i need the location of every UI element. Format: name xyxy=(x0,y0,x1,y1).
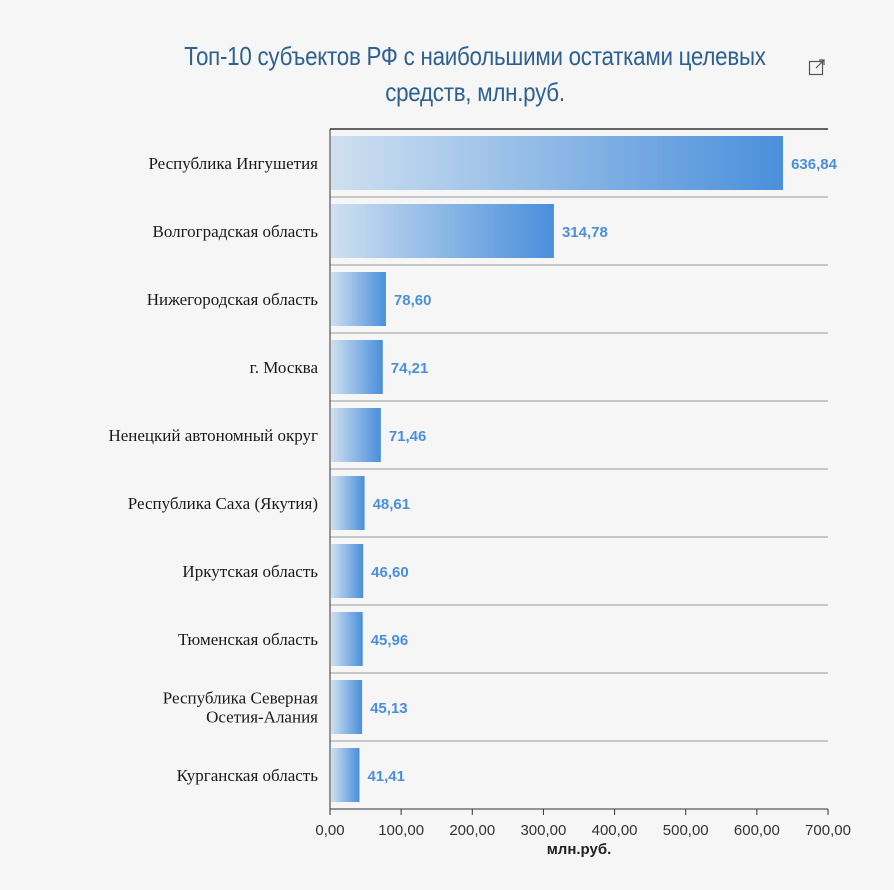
bar xyxy=(331,408,381,462)
bar xyxy=(331,204,554,258)
x-tick-label: 300,00 xyxy=(520,822,566,839)
bar xyxy=(331,136,784,190)
category-label: Волгоградская область xyxy=(153,222,319,241)
x-tick-label: 400,00 xyxy=(592,822,638,839)
data-label: 636,84 xyxy=(791,156,838,173)
category-label: Осетия-Алания xyxy=(206,708,318,727)
data-label: 46,60 xyxy=(371,564,409,581)
bar xyxy=(331,680,363,734)
data-label: 74,21 xyxy=(391,360,429,377)
bar xyxy=(331,612,363,666)
category-label: Республика Северная xyxy=(163,689,318,708)
data-label: 48,61 xyxy=(373,496,411,513)
value-labels: 636,84 314,78 78,60 74,21 71,46 48,61 46,60 45,… xyxy=(367,156,837,785)
x-axis: 0,00 100,00 200,00 300,00 400,00 500,00 600,00… xyxy=(315,129,851,858)
x-tick-label: 100,00 xyxy=(378,822,424,839)
grid-lines xyxy=(330,128,828,810)
x-tick-label: 500,00 xyxy=(663,822,709,839)
category-labels: Республика Ингушетия Волгоградская област… xyxy=(108,154,318,785)
bar xyxy=(331,544,364,598)
category-label: Иркутская область xyxy=(182,562,318,581)
x-tick-label: 700,00 xyxy=(805,822,851,839)
data-label: 45,13 xyxy=(370,700,408,717)
bar xyxy=(331,272,386,326)
category-label: Нижегородская область xyxy=(147,290,319,309)
x-axis-title: млн.руб. xyxy=(547,841,612,858)
x-tick-label: 0,00 xyxy=(315,822,344,839)
bar xyxy=(331,340,383,394)
bars xyxy=(331,136,784,802)
category-label: Республика Ингушетия xyxy=(148,154,318,173)
x-tick-label: 200,00 xyxy=(449,822,495,839)
category-label: Республика Саха (Якутия) xyxy=(128,494,318,513)
bar xyxy=(331,748,360,802)
data-label: 41,41 xyxy=(367,768,405,785)
data-label: 45,96 xyxy=(371,632,409,649)
category-label: Ненецкий автономный округ xyxy=(108,426,318,445)
data-label: 71,46 xyxy=(389,428,427,445)
data-label: 78,60 xyxy=(394,292,432,309)
x-tick-label: 600,00 xyxy=(734,822,780,839)
data-label: 314,78 xyxy=(562,224,608,241)
category-label: Тюменская область xyxy=(178,630,318,649)
export-icon[interactable] xyxy=(808,58,826,76)
category-label: г. Москва xyxy=(250,358,319,377)
chart-title: Топ-10 субъектов РФ с наибольшими остатк… xyxy=(184,41,766,107)
bar xyxy=(331,476,365,530)
category-label: Курганская область xyxy=(177,766,319,785)
